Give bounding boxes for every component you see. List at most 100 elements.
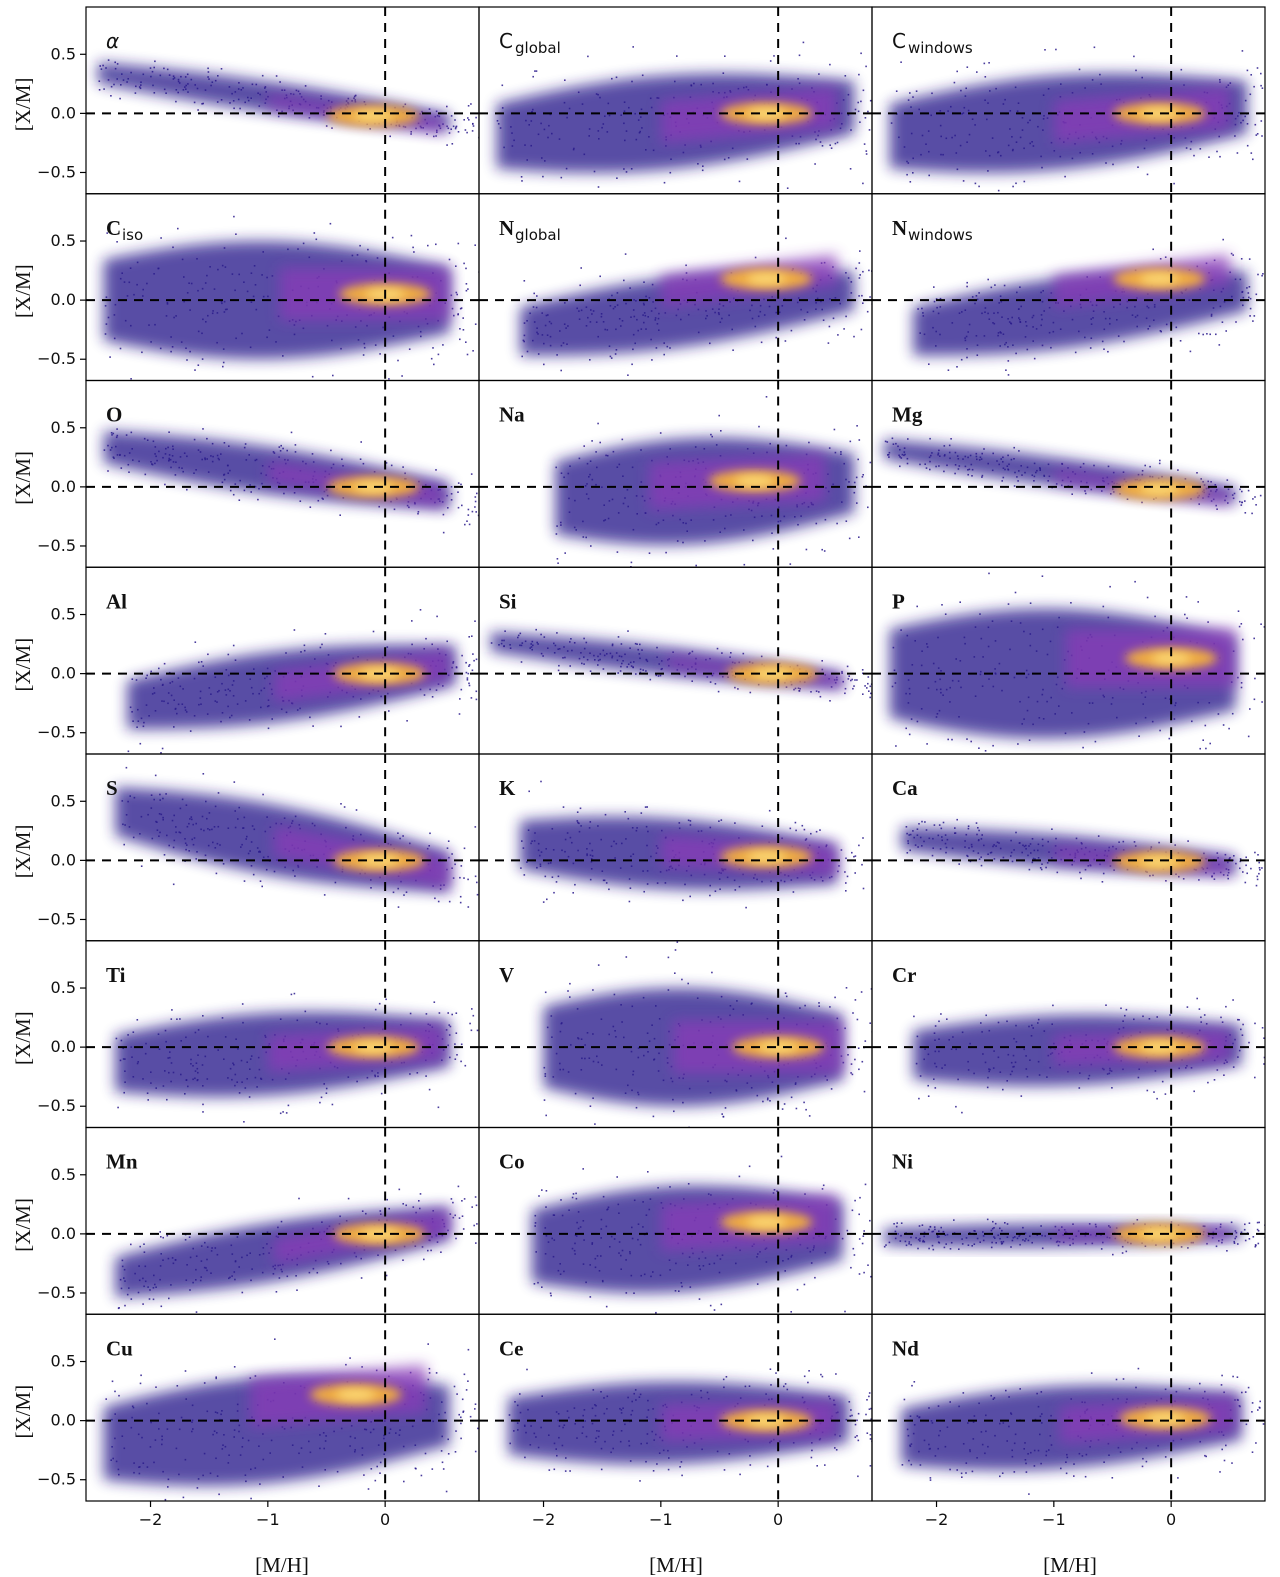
- scatter-point: [448, 900, 451, 903]
- scatter-point: [624, 811, 626, 813]
- scatter-point: [1169, 1014, 1171, 1016]
- scatter-point: [1269, 321, 1271, 323]
- scatter-point: [821, 660, 823, 662]
- scatter-point: [546, 898, 548, 901]
- scatter-point: [709, 681, 712, 683]
- scatter-point: [293, 629, 296, 631]
- scatter-point: [454, 127, 457, 130]
- scatter-point: [1198, 1008, 1201, 1010]
- scatter-point: [1219, 155, 1221, 158]
- scatter-point: [406, 720, 408, 722]
- scatter-point: [933, 286, 935, 288]
- scatter-point: [943, 470, 945, 473]
- scatter-point: [954, 827, 956, 829]
- scatter-point: [846, 665, 849, 668]
- scatter-point: [362, 354, 365, 356]
- panel-label-subscript: global: [515, 39, 561, 57]
- scatter-point: [1213, 878, 1216, 880]
- scatter-point: [456, 293, 458, 296]
- scatter-point: [359, 244, 361, 247]
- scatter-point: [1135, 69, 1137, 72]
- scatter-point: [450, 493, 453, 495]
- scatter-point: [564, 552, 566, 554]
- scatter-point: [921, 820, 923, 823]
- scatter-point: [1255, 293, 1258, 296]
- scatter-point: [866, 687, 868, 689]
- scatter-point: [891, 437, 894, 440]
- scatter-point: [404, 103, 407, 106]
- scatter-point: [1257, 273, 1259, 276]
- scatter-point: [170, 1018, 173, 1020]
- scatter-point: [870, 692, 872, 695]
- scatter-point: [925, 467, 928, 469]
- scatter-point: [423, 694, 426, 696]
- scatter-point: [175, 100, 177, 103]
- scatter-point: [862, 474, 864, 476]
- scatter-point: [556, 558, 559, 560]
- scatter-point: [238, 499, 241, 501]
- scatter-point: [202, 1111, 204, 1113]
- panel-label: Ti: [106, 963, 126, 987]
- scatter-point: [257, 498, 259, 501]
- scatter-point: [567, 990, 569, 992]
- scatter-point: [463, 877, 465, 879]
- scatter-point: [749, 691, 752, 694]
- scatter-point: [895, 90, 898, 92]
- scatter-point: [928, 174, 930, 177]
- scatter-point: [154, 60, 156, 63]
- scatter-point: [457, 491, 459, 493]
- scatter-point: [562, 806, 565, 808]
- scatter-point: [1165, 880, 1167, 882]
- scatter-point: [1242, 1023, 1244, 1026]
- scatter-point: [325, 125, 328, 127]
- scatter-point: [1007, 360, 1010, 362]
- scatter-point: [822, 319, 825, 321]
- scatter-point: [1033, 357, 1036, 360]
- scatter-point: [465, 671, 468, 674]
- scatter-point: [304, 85, 307, 87]
- scatter-point: [915, 90, 918, 92]
- scatter-point: [716, 647, 719, 650]
- scatter-point: [714, 683, 717, 685]
- scatter-point: [186, 359, 188, 361]
- scatter-point: [248, 1096, 251, 1098]
- scatter-point: [1097, 835, 1100, 837]
- scatter-point: [845, 315, 847, 318]
- scatter-point: [590, 545, 592, 547]
- scatter-point: [752, 539, 754, 542]
- scatter-point: [232, 644, 235, 647]
- scatter-point: [290, 993, 293, 996]
- scatter-point: [227, 653, 230, 656]
- scatter-point: [1269, 1014, 1271, 1016]
- scatter-point: [1084, 868, 1087, 871]
- scatter-point: [861, 669, 864, 671]
- scatter-point: [207, 71, 210, 73]
- scatter-point: [821, 145, 824, 147]
- scatter-point: [471, 669, 474, 672]
- scatter-point: [868, 269, 870, 272]
- scatter-point: [928, 363, 930, 365]
- scatter-point: [1014, 591, 1017, 594]
- scatter-point: [429, 832, 431, 835]
- scatter-point: [821, 548, 823, 551]
- scatter-point: [1260, 120, 1263, 122]
- scatter-point: [569, 982, 571, 985]
- scatter-point: [873, 107, 875, 109]
- scatter-point: [442, 513, 445, 516]
- scatter-point: [454, 863, 456, 866]
- abundance-panel: Al: [85, 566, 480, 755]
- scatter-point: [1202, 739, 1204, 741]
- scatter-point: [924, 821, 926, 823]
- scatter-point: [117, 1106, 119, 1109]
- scatter-point: [967, 473, 969, 476]
- panel-label-subscript: global: [515, 226, 561, 244]
- scatter-point: [847, 678, 850, 680]
- scatter-point: [1253, 315, 1256, 317]
- scatter-point: [981, 476, 983, 478]
- scatter-point: [1207, 621, 1209, 623]
- scatter-point: [1187, 840, 1189, 842]
- scatter-point: [201, 358, 204, 360]
- scatter-point: [676, 55, 678, 57]
- abundance-panel: Mg: [871, 379, 1266, 568]
